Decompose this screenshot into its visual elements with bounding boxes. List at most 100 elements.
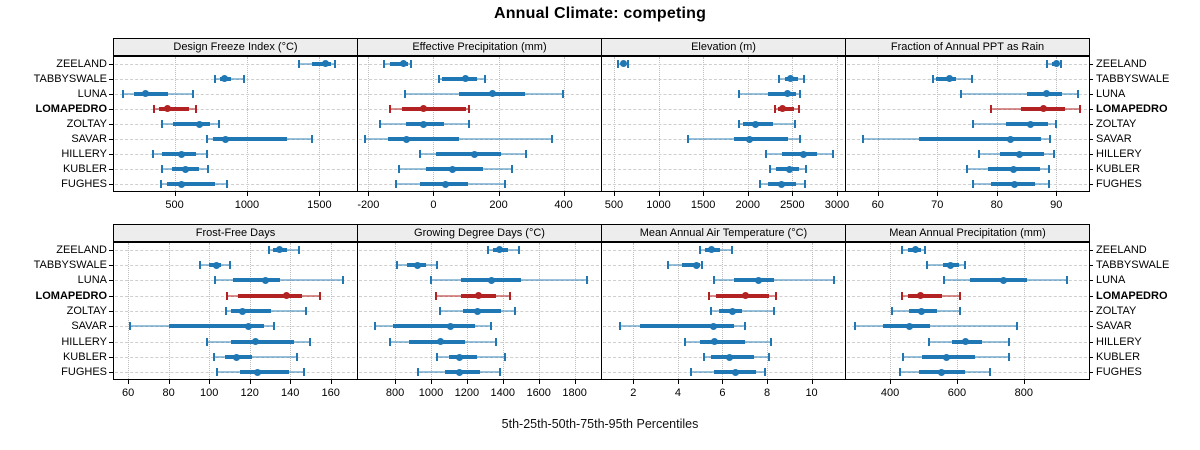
- x-tick-label: 80: [990, 199, 1003, 211]
- category-label-left: ZOLTAY: [66, 305, 107, 317]
- whisker-line: [855, 325, 1018, 328]
- chart-title: Annual Climate: competing: [493, 5, 707, 22]
- percentiles-caption: 5th-25th-50th-75th-95th Percentiles: [501, 417, 699, 431]
- category-label-right: SAVAR: [1096, 133, 1132, 146]
- median-dot: [475, 292, 483, 300]
- row-gridline: [359, 63, 599, 65]
- row-gridline: [359, 326, 599, 328]
- x-tick-label: 60: [122, 387, 135, 399]
- x-tick: [498, 192, 500, 196]
- whisker-cap: [731, 245, 734, 254]
- x-tick-label: -200: [357, 199, 380, 211]
- whisker-cap: [341, 276, 344, 285]
- median-dot: [711, 338, 719, 346]
- iqr-bar: [919, 137, 1042, 142]
- median-dot: [212, 261, 220, 269]
- whisker-cap: [942, 276, 945, 285]
- row-gridline: [847, 154, 1087, 156]
- median-dot: [437, 338, 445, 346]
- median-dot: [778, 180, 786, 188]
- whisker-cap: [743, 322, 746, 331]
- median-dot: [474, 307, 482, 315]
- category-label-right: LUNA: [1096, 87, 1126, 100]
- median-dot: [282, 292, 290, 300]
- whisker-cap: [772, 307, 775, 315]
- x-tick: [209, 380, 211, 384]
- whisker-cap: [435, 291, 438, 300]
- whisker-cap: [226, 291, 229, 300]
- x-tick: [792, 192, 794, 196]
- whisker-cap: [959, 307, 962, 315]
- whisker-cap: [213, 353, 216, 361]
- x-tick: [767, 380, 768, 384]
- y-tick-left: [109, 108, 113, 110]
- x-tick-label: 3000: [824, 199, 850, 211]
- whisker-cap: [129, 322, 132, 331]
- whisker-cap: [923, 245, 926, 254]
- x-tick-label: 500: [604, 199, 624, 211]
- row-gridline: [359, 139, 599, 141]
- x-tick-label: 140: [280, 387, 300, 399]
- whisker-cap: [701, 261, 704, 269]
- whisker-cap: [514, 307, 517, 315]
- iqr-bar: [231, 309, 271, 313]
- x-tick: [466, 380, 468, 384]
- row-gridline: [603, 184, 843, 186]
- iqr-bar: [389, 61, 409, 66]
- y-tick-right: [1089, 63, 1093, 65]
- median-dot: [462, 75, 470, 83]
- whisker-cap: [161, 165, 164, 174]
- category-label-right: ZEELAND: [1096, 57, 1147, 70]
- iqr-bar: [409, 339, 466, 344]
- whisker-cap: [1060, 59, 1063, 68]
- x-tick: [1056, 192, 1058, 196]
- iqr-bar: [781, 152, 818, 157]
- x-tick: [722, 380, 724, 384]
- whisker-cap: [586, 276, 589, 285]
- x-tick-label: 4: [674, 387, 681, 399]
- y-tick-right: [1089, 372, 1093, 374]
- iqr-bar: [239, 370, 290, 375]
- category-label-right: HILLERY: [1096, 335, 1142, 348]
- y-tick-left: [109, 357, 113, 358]
- median-dot: [619, 60, 627, 68]
- median-dot: [728, 307, 736, 315]
- median-dot: [254, 368, 262, 376]
- row-gridline: [115, 93, 355, 95]
- whisker-cap: [503, 353, 506, 361]
- x-tick-label: 1800: [562, 387, 587, 399]
- median-dot: [488, 90, 496, 98]
- x-tick: [613, 192, 615, 196]
- row-gridline: [847, 295, 1087, 297]
- x-tick-label: 1400: [490, 387, 516, 399]
- whisker-cap: [363, 135, 366, 144]
- x-tick-label: 1500: [690, 199, 716, 211]
- whisker-cap: [699, 245, 702, 254]
- whisker-cap: [490, 322, 493, 331]
- iqr-bar: [158, 106, 190, 111]
- whisker-cap: [768, 353, 771, 361]
- median-dot: [1009, 165, 1017, 173]
- y-tick-right: [1089, 124, 1093, 125]
- y-tick-right: [1089, 311, 1093, 312]
- whisker-cap: [398, 165, 401, 174]
- whisker-cap: [960, 89, 963, 98]
- median-dot: [786, 165, 794, 173]
- iqr-bar: [312, 61, 331, 66]
- iqr-bar: [639, 324, 734, 329]
- category-label-right: LOMAPEDRO: [1096, 102, 1168, 115]
- category-label-left: FUGHES: [61, 366, 107, 379]
- median-dot: [181, 165, 189, 173]
- x-tick: [574, 380, 576, 384]
- median-dot: [1015, 150, 1023, 158]
- x-tick: [174, 192, 176, 196]
- whisker-cap: [436, 261, 439, 269]
- x-tick-label: 800: [385, 387, 405, 399]
- median-dot: [707, 246, 715, 254]
- whisker-cap: [683, 337, 686, 346]
- y-tick-left: [109, 295, 113, 297]
- category-label-right: FUGHES: [1096, 366, 1142, 379]
- row-gridline: [115, 372, 355, 374]
- whisker-cap: [977, 150, 980, 159]
- whisker-cap: [932, 74, 935, 83]
